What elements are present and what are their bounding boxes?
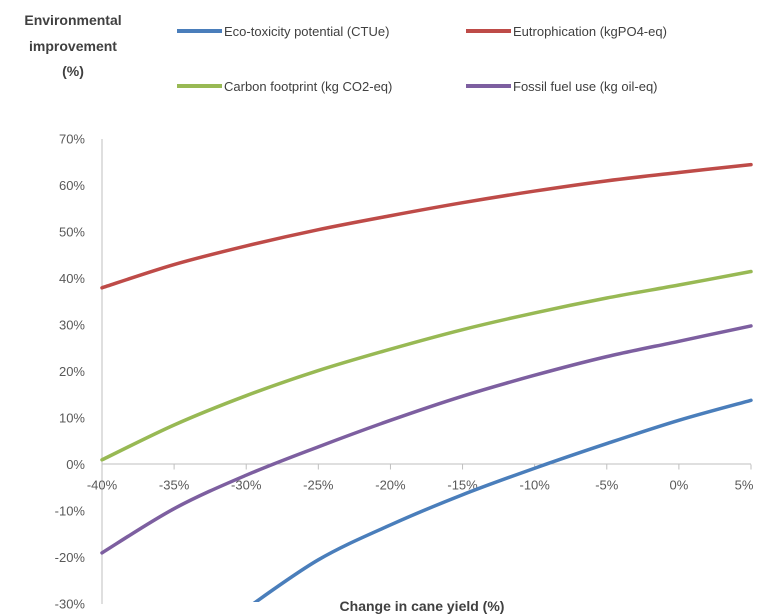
x-tick-label: 0% [669,478,688,493]
series-line-eutrophication [100,162,753,290]
legend: Eco-toxicity potential (CTUe) Eutrophica… [177,24,667,94]
x-axis-title: Change in cane yield (%) [340,598,505,614]
x-tick-label: -30% [231,478,262,493]
y-tick-label: -20% [55,550,86,565]
x-tick-label: -40% [87,478,118,493]
legend-label-fossil-fuel: Fossil fuel use (kg oil-eq) [513,79,658,94]
legend-label-eutrophication: Eutrophication (kgPO4-eq) [513,24,667,39]
legend-label-carbon-footprint: Carbon footprint (kg CO2-eq) [224,79,392,94]
x-tick-label: 5% [735,478,754,493]
x-tick-label: -35% [159,478,190,493]
y-axis-title-line-2: improvement [29,38,117,54]
series-line-fossil-fuel [100,324,753,555]
y-tick-labels: 70% 60% 50% 40% 30% 20% 10% 0% -10% -20% -30% [55,132,86,612]
series-line-eco-toxicity [252,398,753,602]
y-tick-label: 60% [59,178,85,193]
y-tick-label: 20% [59,364,85,379]
y-axis-title-line-1: Environmental [24,12,121,28]
x-tick-label: -5% [595,478,619,493]
y-tick-label: 50% [59,225,85,240]
plot-area [100,162,753,602]
y-tick-label: 10% [59,411,85,426]
y-tick-label: 70% [59,132,85,147]
y-tick-label: 30% [59,318,85,333]
series-line-carbon-footprint [100,269,753,462]
legend-label-eco-toxicity: Eco-toxicity potential (CTUe) [224,24,389,39]
y-tick-label: 0% [66,457,85,472]
y-tick-label: 40% [59,271,85,286]
x-tick-label: -10% [519,478,550,493]
x-tick-label: -25% [303,478,334,493]
y-axis-title-line-3: (%) [62,63,84,79]
y-tick-label: -10% [55,504,86,519]
y-tick-label: -30% [55,597,86,612]
x-tick-label: -20% [375,478,406,493]
x-tick-labels: -40% -35% -30% -25% -20% -15% -10% -5% 0% 5% [87,464,754,493]
x-tick-label: -15% [447,478,478,493]
